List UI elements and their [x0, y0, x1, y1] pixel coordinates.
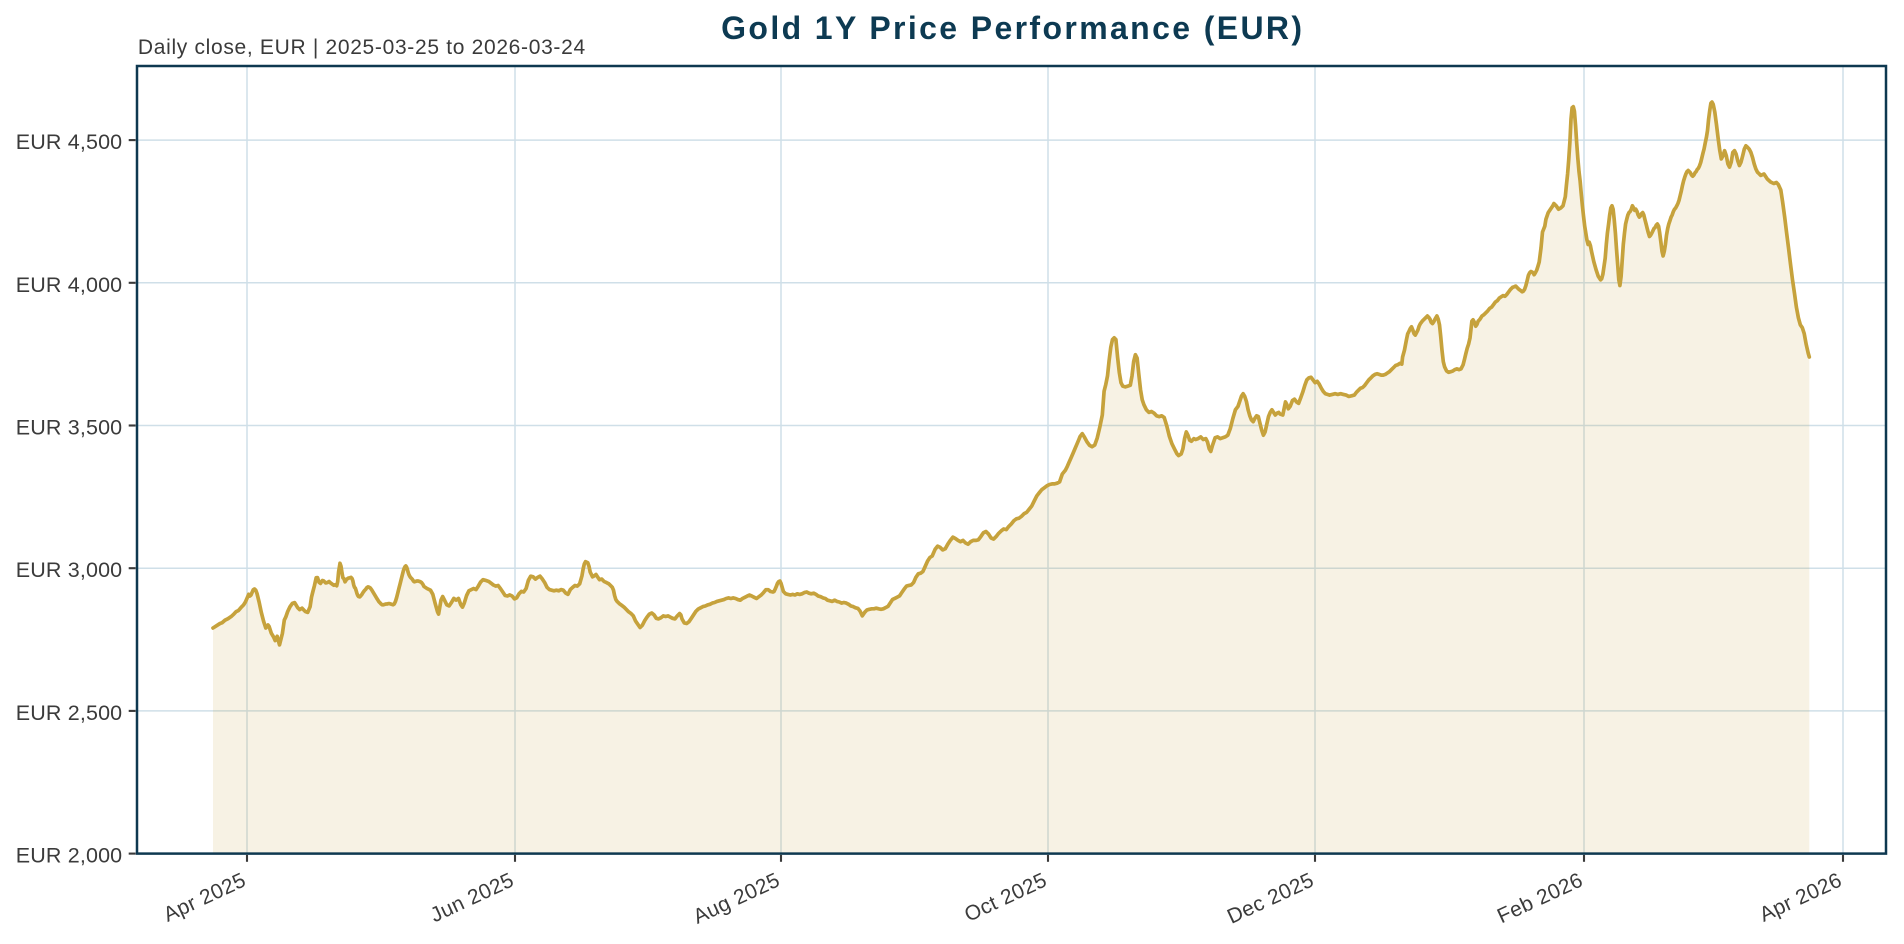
svg-text:Gold 1Y Price Performance (EUR: Gold 1Y Price Performance (EUR): [721, 10, 1304, 46]
svg-text:EUR 4,000: EUR 4,000: [16, 273, 123, 297]
svg-text:EUR 4,500: EUR 4,500: [16, 130, 123, 154]
svg-text:EUR 2,500: EUR 2,500: [16, 701, 123, 725]
svg-text:Daily close, EUR | 2025-03-25: Daily close, EUR | 2025-03-25 to 2026-03…: [138, 36, 586, 59]
svg-text:EUR 3,500: EUR 3,500: [16, 416, 123, 440]
svg-text:EUR 2,000: EUR 2,000: [16, 844, 123, 868]
svg-text:EUR 3,000: EUR 3,000: [16, 558, 123, 582]
